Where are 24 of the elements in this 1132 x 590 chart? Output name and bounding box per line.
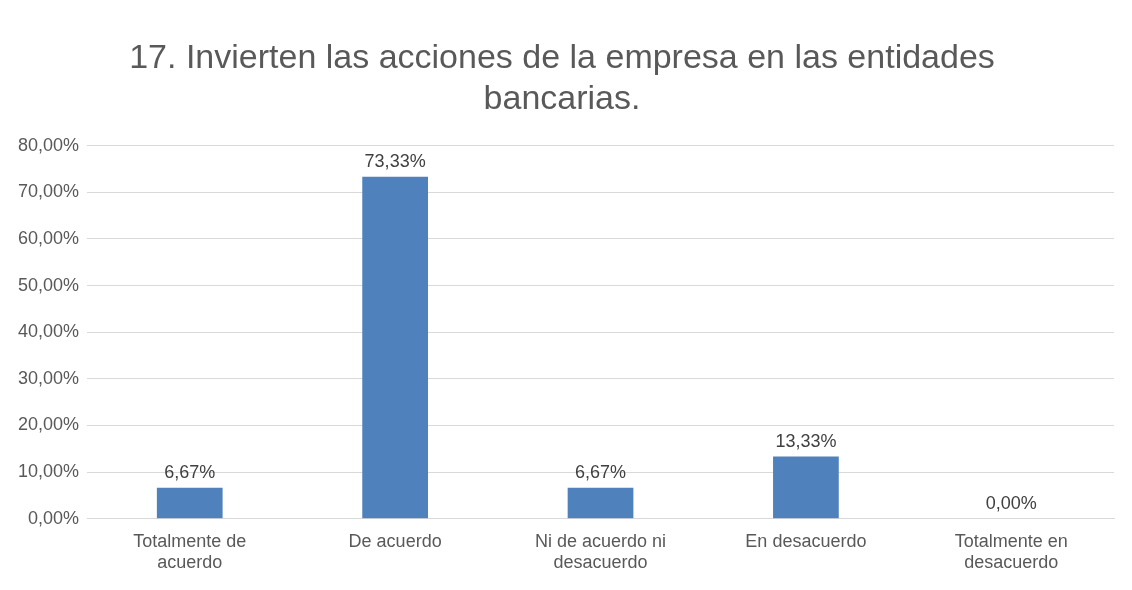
bar — [773, 456, 839, 519]
data-label: 73,33% — [364, 150, 426, 171]
bar — [567, 487, 634, 519]
data-label: 13,33% — [775, 430, 837, 451]
y-tick-label: 30,00% — [17, 367, 80, 388]
x-tick-label: De acuerdo — [348, 530, 442, 551]
bar — [362, 176, 428, 519]
y-tick-label: 80,00% — [17, 134, 80, 155]
data-label: 6,67% — [164, 461, 216, 482]
y-tick-label: 0,00% — [28, 507, 80, 528]
x-tick-label: En desacuerdo — [745, 530, 867, 551]
data-label: 0,00% — [985, 492, 1037, 513]
y-tick-label: 10,00% — [17, 461, 80, 482]
y-tick-label: 20,00% — [17, 414, 80, 435]
chart-title: 17. Invierten las acciones de la empresa en las entidades bancarias. — [129, 36, 995, 116]
x-tick-label: Totalmente de acuerdo — [133, 530, 247, 573]
x-tick-label: Totalmente en desacuerdo — [954, 530, 1068, 573]
y-tick-label: 50,00% — [17, 274, 80, 295]
bar — [156, 487, 223, 519]
y-tick-label: 70,00% — [17, 181, 80, 202]
data-label: 6,67% — [575, 461, 627, 482]
y-tick-label: 40,00% — [17, 321, 80, 342]
x-tick-label: Ni de acuerdo ni desacuerdo — [534, 530, 667, 573]
y-tick-label: 60,00% — [17, 227, 80, 248]
